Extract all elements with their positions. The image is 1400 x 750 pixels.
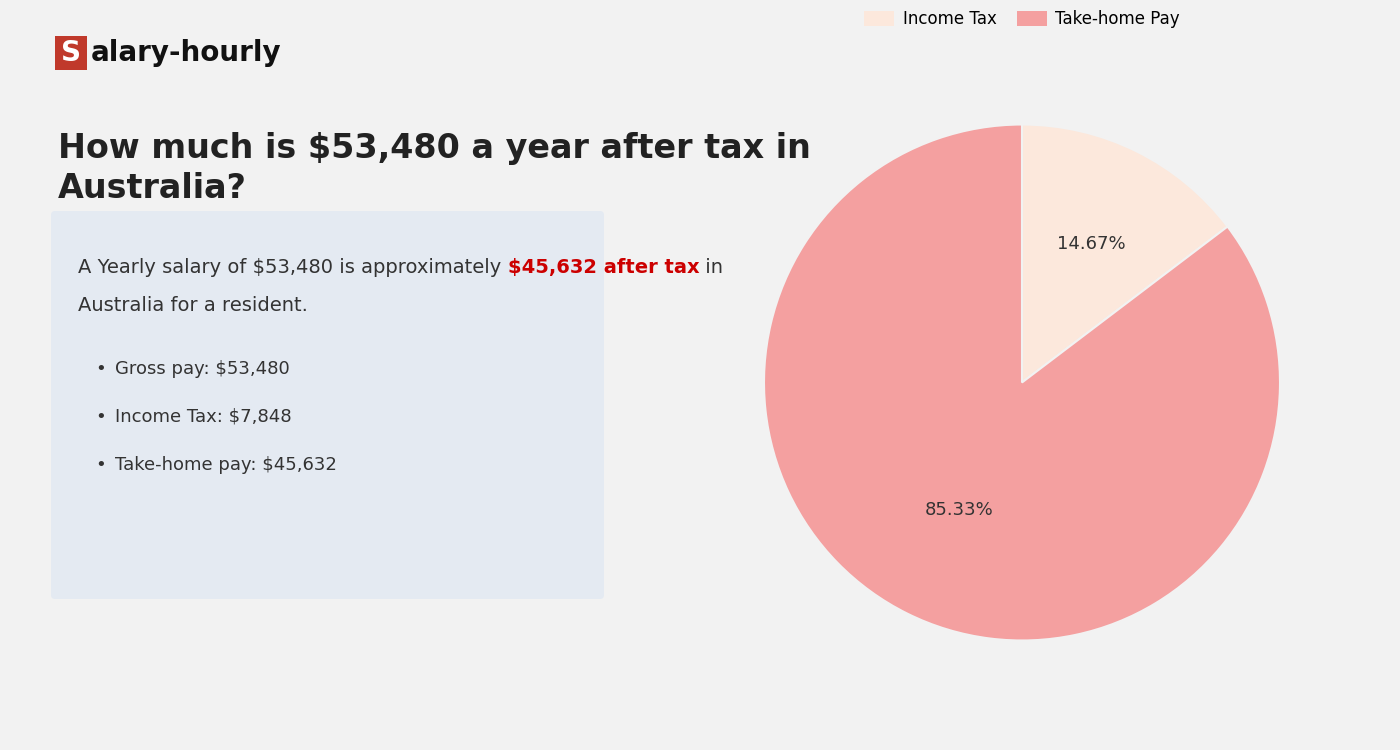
Wedge shape [1022,124,1228,382]
Text: Take-home pay: $45,632: Take-home pay: $45,632 [115,456,337,474]
Text: A Yearly salary of $53,480 is approximately: A Yearly salary of $53,480 is approximat… [78,258,507,277]
Text: in: in [699,258,724,277]
Text: 14.67%: 14.67% [1057,235,1126,253]
Text: Australia for a resident.: Australia for a resident. [78,296,308,315]
Text: Australia?: Australia? [57,172,246,205]
Text: S: S [62,39,81,67]
Text: •: • [95,456,106,474]
Text: Income Tax: $7,848: Income Tax: $7,848 [115,408,291,426]
Text: •: • [95,360,106,378]
Text: Gross pay: $53,480: Gross pay: $53,480 [115,360,290,378]
Legend: Income Tax, Take-home Pay: Income Tax, Take-home Pay [858,4,1186,35]
FancyBboxPatch shape [55,36,87,70]
Text: $45,632 after tax: $45,632 after tax [507,258,699,277]
Text: 85.33%: 85.33% [924,500,993,518]
Text: How much is $53,480 a year after tax in: How much is $53,480 a year after tax in [57,132,811,165]
Text: alary-hourly: alary-hourly [91,39,281,67]
Text: •: • [95,408,106,426]
FancyBboxPatch shape [50,211,603,599]
Wedge shape [764,124,1280,640]
